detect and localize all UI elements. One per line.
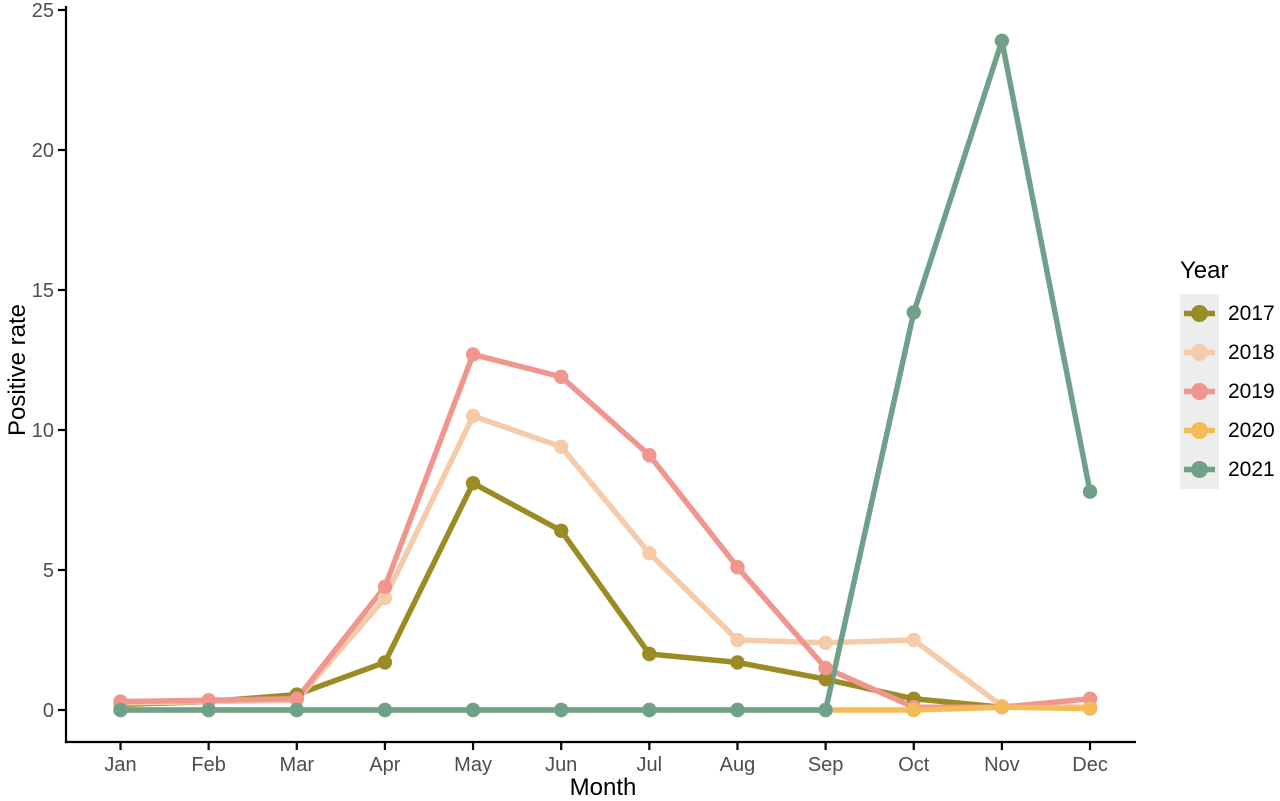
data-point-2017-Sep — [818, 672, 833, 687]
series-line-2021 — [117, 38, 1093, 713]
legend-items: 2017 2018 2019 2020 2021 — [1180, 294, 1280, 489]
data-point-2018-Aug — [730, 632, 745, 648]
data-point-2019-Jun — [554, 369, 569, 384]
data-point-2020-Nov — [994, 700, 1010, 715]
series-line-2018 — [117, 413, 1093, 710]
data-point-2020-Oct — [906, 702, 921, 718]
data-point-2018-Jul — [642, 546, 657, 561]
legend-item-2017: 2017 — [1180, 294, 1280, 333]
x-tick-label: Oct — [898, 754, 930, 776]
data-point-2019-Sep — [818, 660, 833, 676]
x-tick-label: Jan — [104, 754, 136, 776]
data-point-2017-Aug — [730, 655, 745, 670]
legend-label-2017: 2017 — [1228, 301, 1275, 325]
y-tick-label: 25 — [32, 0, 54, 22]
x-tick-label: Sep — [808, 754, 844, 776]
x-tick-label: Jul — [637, 754, 663, 776]
series-line-2017 — [117, 480, 1093, 710]
data-point-2021-Dec — [1082, 484, 1098, 499]
legend-label-2021: 2021 — [1228, 457, 1275, 481]
legend-item-2020: 2020 — [1180, 411, 1280, 450]
x-tick-label: Mar — [280, 754, 315, 776]
legend-label-2020: 2020 — [1228, 418, 1275, 442]
data-point-2021-Aug — [730, 702, 745, 718]
y-tick-label: 15 — [32, 280, 54, 302]
legend-item-2019: 2019 — [1180, 372, 1280, 411]
data-point-2019-Jul — [642, 448, 657, 463]
legend-label-2019: 2019 — [1228, 379, 1275, 403]
legend-title: Year — [1180, 257, 1229, 284]
legend-key-icon-2017 — [1180, 294, 1219, 333]
data-point-2020-Dec — [1082, 701, 1098, 716]
legend-item-2018: 2018 — [1180, 333, 1280, 372]
legend-item-2021: 2021 — [1180, 450, 1280, 489]
data-point-2019-Aug — [730, 560, 745, 575]
data-point-2017-May — [465, 476, 481, 491]
data-point-2018-Jun — [554, 439, 569, 454]
data-point-2019-Apr — [377, 579, 393, 594]
legend: Year 2017 2018 2019 2020 2021 — [1180, 256, 1280, 489]
legend-key-icon-2019 — [1180, 372, 1219, 411]
data-point-2021-Jul — [642, 702, 657, 718]
data-point-2021-Mar — [289, 702, 304, 718]
plot-area: 0 5 10 15 20 25 Jan Feb Mar Apr May Jun Jul Aug Sep Oct… — [32, 0, 1136, 776]
legend-key-icon-2021 — [1180, 450, 1219, 489]
data-point-2021-Oct — [906, 305, 921, 320]
legend-label-2018: 2018 — [1228, 340, 1275, 364]
data-point-2018-May — [465, 408, 481, 424]
data-point-2019-Mar — [289, 691, 304, 706]
data-point-2017-Jun — [554, 523, 569, 538]
y-tick-label: 20 — [32, 140, 54, 162]
data-point-2021-Sep — [818, 702, 833, 718]
y-tick-label: 0 — [43, 700, 54, 722]
legend-key-icon-2020 — [1180, 411, 1219, 450]
x-tick-label: Aug — [720, 754, 756, 776]
data-point-2021-May — [465, 702, 481, 718]
x-tick-label: May — [454, 754, 492, 776]
x-tick-label: Dec — [1072, 754, 1108, 776]
x-tick-label: Apr — [369, 754, 400, 776]
x-tick-label: Feb — [191, 754, 225, 776]
data-point-2017-Jul — [642, 646, 657, 662]
data-point-2018-Apr — [377, 590, 393, 606]
data-point-2018-Oct — [906, 632, 921, 648]
data-point-2021-Feb — [201, 702, 216, 718]
data-point-2018-Sep — [818, 635, 833, 650]
data-point-2021-Jun — [554, 702, 569, 718]
y-axis-title: Positive rate — [4, 304, 31, 436]
data-point-2021-Apr — [377, 702, 393, 718]
x-axis-title: Month — [570, 774, 637, 801]
x-tick-label: Nov — [984, 754, 1020, 776]
y-tick-label: 5 — [43, 560, 54, 582]
data-point-2019-May — [465, 347, 481, 362]
data-point-2017-Apr — [377, 655, 393, 670]
x-tick-label: Jun — [545, 754, 577, 776]
legend-key-icon-2018 — [1180, 333, 1219, 372]
data-point-2021-Nov — [994, 33, 1010, 48]
y-tick-label: 10 — [32, 420, 54, 442]
series-line-2019 — [117, 351, 1093, 710]
data-point-2021-Jan — [113, 702, 128, 718]
